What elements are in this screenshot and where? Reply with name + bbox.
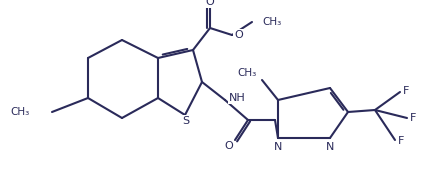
Text: S: S xyxy=(182,116,190,126)
Text: CH₃: CH₃ xyxy=(238,68,257,78)
Text: N: N xyxy=(274,142,282,152)
Text: O: O xyxy=(224,141,233,151)
Text: CH₃: CH₃ xyxy=(11,107,30,117)
Text: F: F xyxy=(403,86,409,96)
Text: CH₃: CH₃ xyxy=(262,17,281,27)
Text: F: F xyxy=(398,136,404,146)
Text: NH: NH xyxy=(229,93,246,103)
Text: O: O xyxy=(234,30,243,40)
Text: O: O xyxy=(205,0,214,7)
Text: N: N xyxy=(326,142,334,152)
Text: F: F xyxy=(410,113,416,123)
